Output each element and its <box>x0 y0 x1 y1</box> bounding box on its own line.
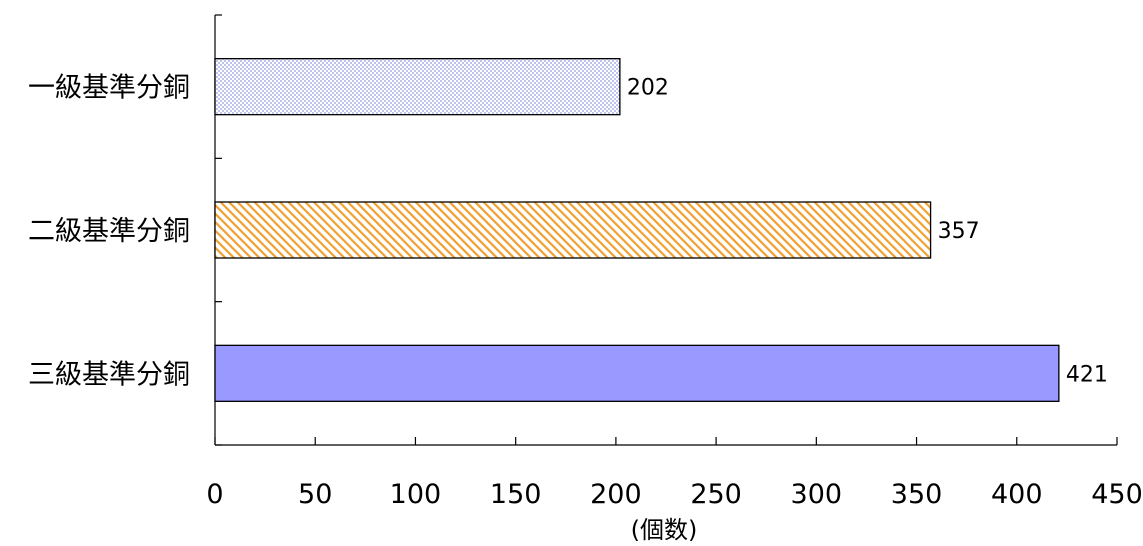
x-tick-label: 300 <box>791 479 843 510</box>
data-label: 421 <box>1066 362 1108 387</box>
x-tick-label: 200 <box>590 479 642 510</box>
x-tick-label: 150 <box>490 479 542 510</box>
x-axis-title: (個数) <box>631 516 698 544</box>
bar-group <box>214 58 1060 402</box>
bar <box>214 344 1060 402</box>
data-label: 357 <box>938 219 980 244</box>
category-label: 二級基準分銅 <box>28 216 190 247</box>
bar <box>214 58 621 116</box>
x-tick-label: 450 <box>1091 479 1143 510</box>
x-tick-label: 250 <box>690 479 742 510</box>
x-tick-label: 350 <box>891 479 943 510</box>
category-label: 三級基準分銅 <box>28 359 190 390</box>
data-label: 202 <box>627 76 669 101</box>
x-tick-label: 50 <box>298 479 332 510</box>
x-tick-label: 0 <box>206 479 223 510</box>
label-group: 202 一級基準分銅 357 二級基準分銅 421 三級基準分銅 <box>28 73 1108 391</box>
x-tick-label: 100 <box>390 479 442 510</box>
x-tick-label: 400 <box>991 479 1043 510</box>
category-label: 一級基準分銅 <box>28 73 190 104</box>
bar <box>214 201 932 259</box>
chart-axes: 0 50 100 150 200 250 300 350 400 450 <box>206 14 1143 510</box>
